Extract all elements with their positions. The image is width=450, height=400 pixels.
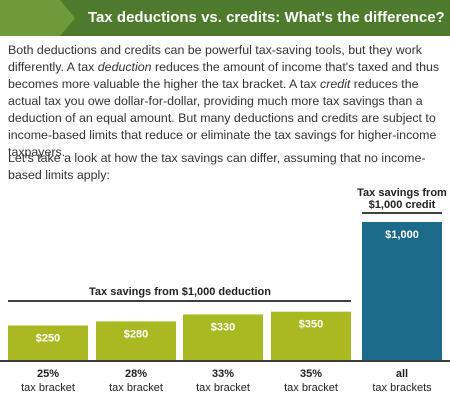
category-label: tax bracket	[21, 382, 75, 394]
value-label: $280	[124, 328, 148, 340]
category-label: 35%	[300, 368, 322, 380]
italic-text: deduction	[97, 60, 152, 74]
bar	[271, 311, 351, 360]
text: Both deductions and credits can be power…	[8, 43, 422, 74]
value-label: $330	[211, 321, 235, 333]
bar	[96, 321, 176, 360]
category-label: 33%	[212, 368, 234, 380]
bar	[362, 222, 442, 360]
value-label: $350	[299, 319, 323, 331]
group-label: $1,000 credit	[369, 199, 436, 211]
header-title: Tax deductions vs. credits: What's the d…	[88, 9, 445, 26]
category-label: 25%	[37, 368, 59, 380]
bar	[8, 325, 88, 360]
value-label: $250	[36, 332, 60, 344]
text: Let's take a look at how the tax savings…	[8, 151, 426, 182]
category-label: tax bracket	[196, 382, 250, 394]
category-label: tax bracket	[284, 382, 338, 394]
group-label: Tax savings from	[357, 187, 447, 199]
header-chevron	[0, 0, 75, 36]
category-label: tax bracket	[109, 382, 163, 394]
category-label: all	[396, 368, 408, 380]
category-label: 28%	[125, 368, 147, 380]
text: reduces the amount of income that's taxe…	[8, 60, 440, 91]
paragraph: Both deductions and credits can be power…	[8, 42, 444, 161]
header: Tax deductions vs. credits: What's the d…	[0, 0, 450, 36]
paragraph: Let's take a look at how the tax savings…	[8, 150, 444, 184]
group-label: Tax savings from $1,000 deduction	[89, 286, 271, 298]
bar	[183, 314, 263, 360]
italic-text: credit	[320, 77, 351, 91]
category-label: tax brackets	[372, 382, 432, 394]
value-label: $1,000	[385, 229, 419, 241]
text: reduces the actual tax you owe dollar-fo…	[8, 77, 437, 159]
